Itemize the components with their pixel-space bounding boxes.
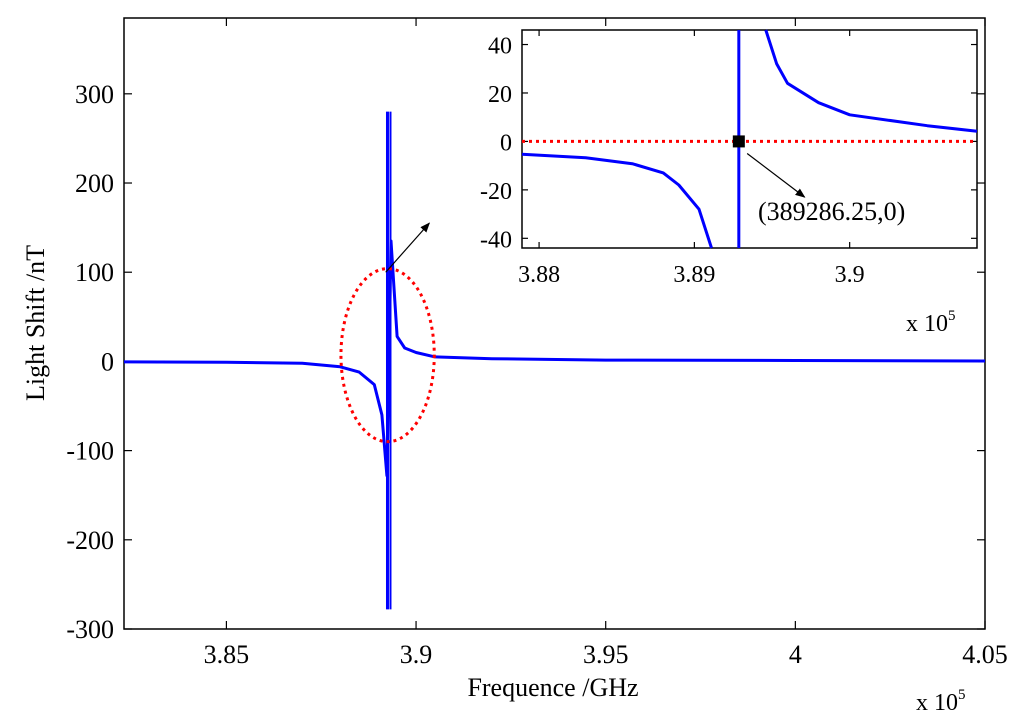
y-axis-label: Light Shift /nT: [21, 245, 50, 401]
main-y-tick-label: 300: [75, 80, 114, 109]
inset-y-tick-label: 0: [500, 130, 512, 156]
main-annotations: [339, 222, 436, 444]
x-multiplier-exp: 5: [958, 687, 966, 703]
inset-series-group: [521, 29, 978, 249]
inset-ticks: 3.88 3.89 3.9 -40 -20 0 20 40: [480, 30, 977, 288]
main-x-tick-label: 4.05: [962, 640, 1008, 669]
main-y-tick-label: 0: [101, 347, 114, 376]
highlight-ellipse: [339, 267, 436, 444]
inset-x-tick-label: 3.89: [673, 262, 715, 288]
zero-crossing-marker: [732, 135, 745, 148]
inset-series-line: [521, 152, 713, 249]
inset-x-tick-label: 3.9: [835, 262, 865, 288]
inset-series-line: [764, 29, 978, 133]
x-multiplier-label: x 105: [916, 687, 966, 716]
marker-arrow: [746, 153, 806, 198]
inset-marker-label: (389286.25,0): [758, 197, 905, 226]
inset-y-tick-label: 20: [488, 82, 512, 108]
inset-x-multiplier-label: x 105: [906, 308, 956, 337]
x-axis-label: Frequence /GHz: [467, 673, 638, 702]
inset-x-multiplier-base: x 10: [906, 311, 948, 337]
inset-y-tick-label: -20: [480, 179, 512, 205]
inset-annotations: [732, 135, 806, 198]
inset-y-tick-label: 40: [488, 34, 512, 60]
inset-y-tick-label: -40: [480, 227, 512, 253]
main-y-tick-label: -300: [66, 615, 114, 644]
main-y-tick-label: 100: [75, 258, 114, 287]
zoom-arrow: [385, 222, 430, 273]
main-y-tick-label: 200: [75, 169, 114, 198]
inset-x-tick-label: 3.88: [518, 262, 560, 288]
main-x-tick-label: 4: [789, 640, 802, 669]
main-x-tick-label: 3.85: [204, 640, 250, 669]
main-y-tick-label: -200: [66, 526, 114, 555]
main-y-tick-label: -100: [66, 437, 114, 466]
inset-plot-frame: [521, 29, 978, 249]
x-multiplier-base: x 10: [916, 690, 958, 716]
main-x-tick-label: 3.95: [583, 640, 629, 669]
main-series-group: [123, 111, 986, 610]
inset-x-multiplier-exp: 5: [948, 308, 956, 324]
main-x-tick-label: 3.9: [400, 640, 433, 669]
